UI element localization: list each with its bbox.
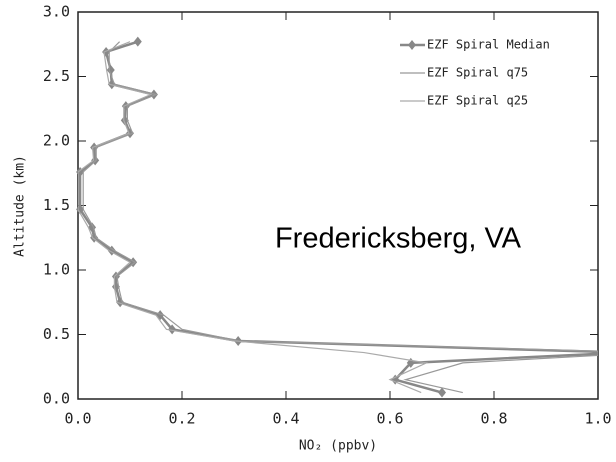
- series-line: [78, 41, 429, 394]
- x-tick-label: 0.2: [168, 410, 195, 428]
- marker: [438, 387, 446, 398]
- x-axis-title: NO₂ (ppbv): [299, 439, 377, 454]
- y-tick-label: 0.5: [43, 325, 70, 343]
- marker: [168, 324, 177, 335]
- annotation: Fredericksberg, VA: [275, 223, 522, 255]
- legend-label: EZF Spiral q25: [427, 94, 528, 108]
- legend-label: EZF Spiral Median: [427, 38, 550, 52]
- series-line: [82, 41, 598, 394]
- y-tick-label: 2.5: [43, 67, 70, 85]
- legend-label: EZF Spiral q75: [427, 66, 528, 80]
- y-tick-label: 1.0: [43, 261, 70, 279]
- x-tick-label: 1.0: [584, 410, 611, 428]
- x-tick-label: 0.8: [480, 410, 507, 428]
- x-tick-label: 0.0: [64, 410, 91, 428]
- y-tick-label: 3.0: [43, 3, 70, 21]
- x-tick-label: 0.4: [272, 410, 299, 428]
- y-tick-label: 2.0: [43, 132, 70, 150]
- y-tick-label: 1.5: [43, 196, 70, 214]
- legend-marker: [408, 40, 416, 50]
- x-tick-label: 0.6: [376, 410, 403, 428]
- series-line: [78, 40, 598, 394]
- y-axis-title: Altitude (km): [13, 155, 28, 257]
- y-tick-label: 0.0: [43, 390, 70, 408]
- marker: [133, 36, 142, 47]
